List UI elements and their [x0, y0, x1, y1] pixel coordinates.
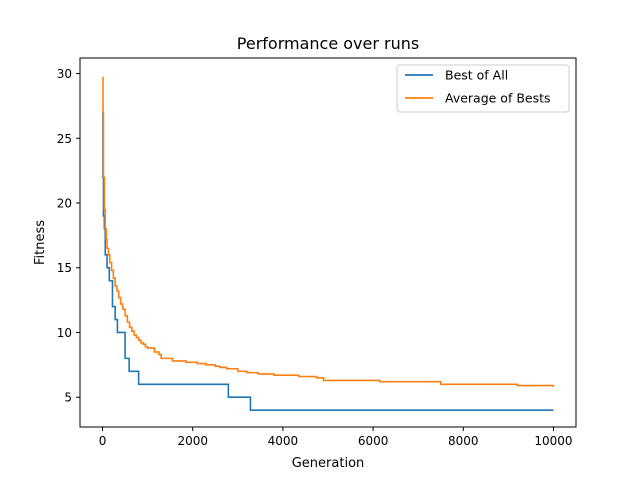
y-axis-label: Fitness: [33, 220, 48, 265]
x-axis-label: Generation: [292, 456, 365, 471]
x-axis-ticks: 0 2000 4000 6000 8000 10000: [99, 427, 573, 448]
plot-area: [80, 58, 576, 427]
y-tick-label: 15: [57, 261, 72, 275]
x-tick-label: 2000: [177, 434, 208, 448]
y-tick-label: 30: [57, 67, 72, 81]
legend: Best of All Average of Bests: [396, 64, 570, 113]
x-tick-label: 10000: [534, 434, 572, 448]
series-line-best-of-all: [102, 111, 554, 411]
series-line-average-of-bests: [102, 76, 555, 387]
x-tick-label: 8000: [448, 434, 479, 448]
y-tick-label: 25: [57, 132, 72, 146]
plot-frame: [79, 57, 577, 428]
legend-box: [396, 64, 570, 113]
plot-lines: [102, 76, 555, 411]
y-tick-label: 20: [57, 197, 72, 211]
y-tick-label: 10: [57, 326, 72, 340]
y-axis-ticks: 5 10 15 20 25 30: [57, 67, 80, 405]
legend-label-average-of-bests: Average of Bests: [445, 91, 551, 106]
x-tick-label: 4000: [268, 434, 299, 448]
chart-title: Performance over runs: [237, 34, 419, 53]
y-tick-label: 5: [64, 391, 72, 405]
x-tick-label: 6000: [358, 434, 389, 448]
legend-label-best-of-all: Best of All: [445, 68, 508, 83]
x-tick-label: 0: [99, 434, 107, 448]
